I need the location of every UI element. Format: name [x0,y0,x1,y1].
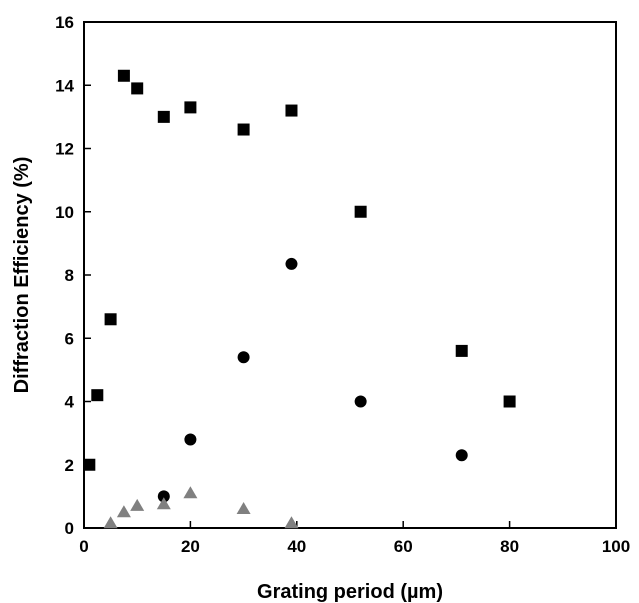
x-tick-label: 0 [79,537,88,556]
circle-marker [237,351,250,364]
x-axis-label: Grating period (µm) [257,581,443,603]
circle-marker [285,257,298,270]
y-tick-label: 10 [55,203,74,222]
square-marker [455,344,468,357]
square-marker [117,69,130,82]
circle-marker [157,490,170,503]
square-marker [285,104,298,117]
square-marker [91,389,104,402]
y-axis-ticks: 0 2 4 6 8 10 12 14 16 [55,13,91,538]
triangle-marker [183,486,198,499]
square-marker [237,123,250,136]
x-tick-label: 40 [287,537,306,556]
y-axis-label: Diffraction Efficiency (%) [11,157,33,394]
y-tick-label: 14 [55,76,74,95]
data-markers [83,69,516,529]
y-tick-label: 6 [65,329,74,348]
square-marker [83,458,96,471]
triangle-marker [130,498,145,511]
square-marker [354,205,367,218]
triangle-marker [236,502,251,515]
triangle-marker [156,497,171,510]
circle-marker [455,449,468,462]
square-marker [184,101,197,114]
y-tick-label: 12 [55,140,74,159]
square-marker [157,110,170,123]
x-tick-label: 100 [602,537,630,556]
y-tick-label: 2 [65,456,74,475]
y-tick-label: 16 [55,13,74,32]
square-marker [131,82,144,95]
square-marker [104,313,117,326]
triangle-marker [284,516,299,529]
circle-marker [354,395,367,408]
x-tick-label: 20 [181,537,200,556]
circle-marker [184,433,197,446]
x-axis-ticks: 0 20 40 60 80 100 [79,521,630,556]
y-tick-label: 4 [65,393,75,412]
y-tick-label: 0 [65,519,74,538]
triangle-marker [103,516,118,529]
y-tick-label: 8 [65,266,74,285]
x-tick-label: 60 [394,537,413,556]
plot-area [83,21,617,529]
x-tick-label: 80 [500,537,519,556]
triangle-marker [116,505,131,518]
square-marker [503,395,516,408]
